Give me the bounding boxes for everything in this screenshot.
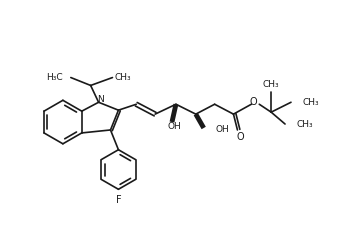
Text: OH: OH bbox=[216, 125, 230, 135]
Text: CH₃: CH₃ bbox=[303, 98, 320, 107]
Text: O: O bbox=[250, 97, 257, 107]
Text: CH₃: CH₃ bbox=[297, 119, 314, 129]
Text: OH: OH bbox=[167, 122, 181, 132]
Text: CH₃: CH₃ bbox=[115, 73, 131, 82]
Text: CH₃: CH₃ bbox=[263, 80, 279, 89]
Text: F: F bbox=[116, 195, 121, 205]
Text: N: N bbox=[97, 95, 104, 104]
Text: H₃C: H₃C bbox=[46, 73, 63, 82]
Text: O: O bbox=[237, 132, 244, 142]
